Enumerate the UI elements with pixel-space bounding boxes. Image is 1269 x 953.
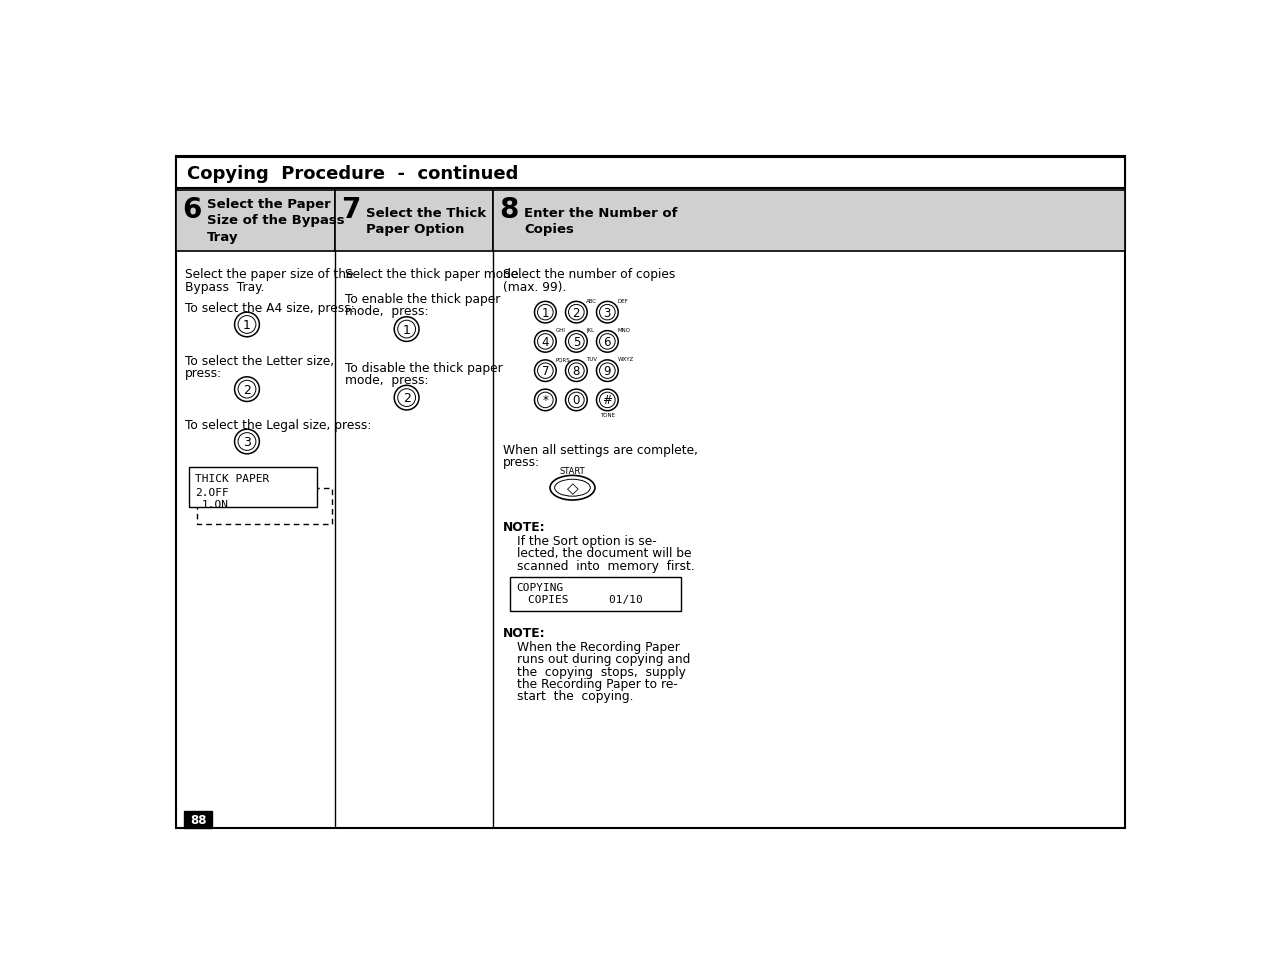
Text: 2: 2 — [402, 392, 411, 405]
Bar — [197, 489, 332, 524]
Text: (max. 99).: (max. 99). — [503, 280, 566, 294]
Text: Select the Thick
Paper Option: Select the Thick Paper Option — [367, 207, 486, 236]
Text: 3: 3 — [604, 306, 612, 319]
Text: 6: 6 — [181, 196, 202, 224]
Text: PQRS: PQRS — [556, 357, 570, 362]
Text: JKL: JKL — [586, 328, 595, 333]
Text: When all settings are complete,: When all settings are complete, — [503, 443, 698, 456]
Text: 1: 1 — [542, 306, 549, 319]
Text: 8: 8 — [500, 196, 519, 224]
Text: 1.ON: 1.ON — [202, 499, 228, 510]
Text: To select the Legal size, press:: To select the Legal size, press: — [185, 419, 372, 432]
Text: 9: 9 — [604, 365, 612, 377]
Text: 3: 3 — [244, 436, 251, 449]
Text: press:: press: — [185, 367, 222, 379]
Text: Bypass  Tray.: Bypass Tray. — [185, 280, 264, 294]
Text: GHI: GHI — [556, 328, 566, 333]
Text: THICK PAPER: THICK PAPER — [195, 474, 269, 483]
Text: WXYZ: WXYZ — [618, 357, 633, 362]
Text: 4: 4 — [542, 335, 549, 349]
Text: runs out during copying and: runs out during copying and — [516, 653, 690, 666]
Text: 1: 1 — [402, 323, 411, 336]
Text: the  copying  stops,  supply: the copying stops, supply — [516, 665, 685, 679]
Text: *: * — [542, 394, 548, 407]
Text: Copying  Procedure  -  continued: Copying Procedure - continued — [187, 165, 518, 183]
Text: To enable the thick paper: To enable the thick paper — [345, 293, 500, 306]
Text: 2: 2 — [572, 306, 580, 319]
Text: mode,  press:: mode, press: — [345, 305, 428, 318]
Text: scanned  into  memory  first.: scanned into memory first. — [516, 559, 694, 572]
Text: 2: 2 — [244, 383, 251, 396]
Text: ◇: ◇ — [566, 480, 579, 496]
Text: TUV: TUV — [586, 357, 598, 362]
Text: When the Recording Paper: When the Recording Paper — [516, 640, 680, 654]
Text: mode,  press:: mode, press: — [345, 374, 428, 387]
Text: the Recording Paper to re-: the Recording Paper to re- — [516, 678, 678, 690]
Bar — [335, 192, 494, 252]
Text: 2.OFF: 2.OFF — [195, 487, 228, 497]
Text: press:: press: — [503, 456, 539, 469]
Text: COPIES      01/10: COPIES 01/10 — [528, 595, 642, 604]
Bar — [184, 811, 212, 828]
Text: start  the  copying.: start the copying. — [516, 690, 633, 702]
Text: Enter the Number of
Copies: Enter the Number of Copies — [524, 207, 678, 236]
Text: Select the number of copies: Select the number of copies — [503, 268, 675, 281]
Text: COPYING: COPYING — [516, 582, 563, 592]
Text: 88: 88 — [190, 813, 207, 826]
Text: 5: 5 — [572, 335, 580, 349]
Bar — [175, 158, 1126, 189]
Text: NOTE:: NOTE: — [503, 627, 546, 639]
Text: To disable the thick paper: To disable the thick paper — [345, 361, 503, 375]
Text: START: START — [560, 467, 585, 476]
Text: If the Sort option is se-: If the Sort option is se- — [516, 535, 656, 547]
Text: To select the A4 size, press:: To select the A4 size, press: — [185, 302, 355, 315]
Bar — [510, 578, 681, 611]
Text: 1: 1 — [244, 318, 251, 332]
Text: MNO: MNO — [618, 328, 631, 333]
Bar — [189, 467, 317, 507]
Text: #: # — [603, 394, 612, 407]
Text: 7: 7 — [341, 196, 360, 224]
Text: Select the thick paper mode.: Select the thick paper mode. — [345, 268, 522, 281]
Text: To select the Letter size,: To select the Letter size, — [185, 355, 334, 367]
Text: Select the paper size of the: Select the paper size of the — [185, 268, 354, 281]
Text: 7: 7 — [542, 365, 549, 377]
Text: ABC: ABC — [586, 298, 598, 304]
Text: TONE: TONE — [600, 413, 615, 417]
Text: Select the Paper
Size of the Bypass
Tray: Select the Paper Size of the Bypass Tray — [207, 197, 344, 243]
Bar — [494, 192, 1126, 252]
Text: 8: 8 — [572, 365, 580, 377]
Text: 0: 0 — [572, 394, 580, 407]
Text: NOTE:: NOTE: — [503, 520, 546, 534]
Bar — [175, 192, 335, 252]
Text: 6: 6 — [604, 335, 612, 349]
Text: lected, the document will be: lected, the document will be — [516, 547, 692, 559]
Text: DEF: DEF — [618, 298, 628, 304]
